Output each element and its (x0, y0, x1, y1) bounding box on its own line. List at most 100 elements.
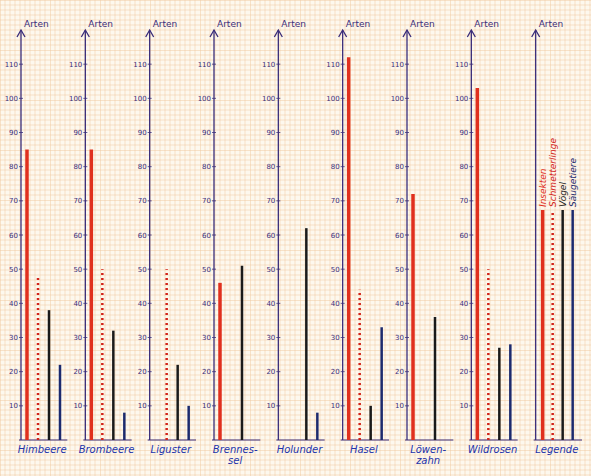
tick-label: 60 (459, 232, 468, 240)
bar (380, 327, 383, 440)
category-label-line: sel (228, 455, 242, 466)
axis-arrow (17, 30, 25, 37)
tick-label: 40 (266, 300, 275, 308)
tick-label: 110 (198, 61, 211, 69)
tick (276, 337, 280, 338)
y-axis (535, 30, 536, 440)
tick (469, 166, 473, 167)
tick-label: 40 (395, 300, 404, 308)
tick-label: 110 (262, 61, 275, 69)
tick (148, 132, 152, 133)
tick-label: 30 (395, 334, 404, 342)
tick (341, 303, 345, 304)
category-label: Holunder (277, 444, 324, 455)
tick-label: 10 (9, 402, 18, 410)
category-label-line: Liguster (151, 444, 192, 455)
tick-label: 70 (266, 197, 275, 205)
tick (148, 371, 152, 372)
bars (477, 88, 510, 440)
tick-label: 40 (138, 300, 147, 308)
tick (212, 132, 216, 133)
bar (90, 150, 94, 440)
tick (341, 371, 345, 372)
tick (469, 337, 473, 338)
tick (276, 132, 280, 133)
tick-label: 90 (202, 129, 211, 137)
tick-label: 30 (202, 334, 211, 342)
tick (212, 269, 216, 270)
tick (405, 371, 409, 372)
tick (83, 235, 87, 236)
tick-label: 110 (5, 61, 18, 69)
axis-title: Arten (346, 19, 371, 29)
tick-label: 60 (73, 232, 82, 240)
category-label-line: Hasel (350, 444, 378, 455)
tick (276, 235, 280, 236)
category-label: Brennes-sel (213, 444, 258, 466)
axis-arrow (81, 30, 89, 37)
bar (487, 269, 490, 440)
tick-label: 50 (331, 266, 340, 274)
tick (469, 200, 473, 201)
axis-arrow (532, 30, 540, 37)
bars (27, 150, 60, 440)
tick-label: 80 (459, 163, 468, 171)
category-label-line: Wildrosen (468, 444, 518, 455)
bars (91, 150, 124, 440)
axis-title: Arten (24, 19, 49, 29)
tick-label: 100 (391, 95, 404, 103)
bar (369, 406, 372, 440)
axis-title: Arten (217, 19, 242, 29)
legend-swatch (571, 210, 574, 440)
tick (276, 166, 280, 167)
axis-arrow (339, 30, 347, 37)
tick (212, 303, 216, 304)
bar (218, 283, 222, 440)
legend-swatch (561, 210, 564, 440)
tick (469, 371, 473, 372)
tick-label: 70 (138, 197, 147, 205)
tick (19, 166, 23, 167)
tick-label: 80 (202, 163, 211, 171)
axis-arrow (467, 30, 475, 37)
tick-label: 20 (266, 368, 275, 376)
tick (212, 337, 216, 338)
tick-label: 60 (331, 232, 340, 240)
tick (83, 371, 87, 372)
tick (212, 371, 216, 372)
tick-label: 60 (395, 232, 404, 240)
tick-label: 110 (69, 61, 82, 69)
tick-label: 10 (73, 402, 82, 410)
category-label: Hasel (350, 444, 378, 455)
bars (349, 57, 382, 440)
tick-label: 110 (455, 61, 468, 69)
tick-label: 100 (262, 95, 275, 103)
bar (347, 57, 351, 440)
tick-label: 40 (331, 300, 340, 308)
tick-label: 80 (73, 163, 82, 171)
tick-label: 50 (395, 266, 404, 274)
axis-title: Arten (88, 19, 113, 29)
tick-label: 50 (9, 266, 18, 274)
tick (148, 64, 152, 65)
tick (212, 235, 216, 236)
tick (19, 64, 23, 65)
tick-label: 10 (331, 402, 340, 410)
tick (148, 405, 152, 406)
tick (83, 303, 87, 304)
category-label: Löwen-zahn (410, 444, 446, 466)
legend-label: Insekten (538, 168, 548, 207)
tick-label: 90 (459, 129, 468, 137)
tick (276, 98, 280, 99)
tick (19, 405, 23, 406)
tick (212, 166, 216, 167)
tick-label: 20 (138, 368, 147, 376)
tick (469, 235, 473, 236)
tick-label: 80 (266, 163, 275, 171)
category-label: Himbeere (18, 444, 67, 455)
tick-label: 10 (202, 402, 211, 410)
tick-label: 30 (266, 334, 275, 342)
tick-label: 20 (395, 368, 404, 376)
tick (148, 303, 152, 304)
tick-label: 40 (9, 300, 18, 308)
